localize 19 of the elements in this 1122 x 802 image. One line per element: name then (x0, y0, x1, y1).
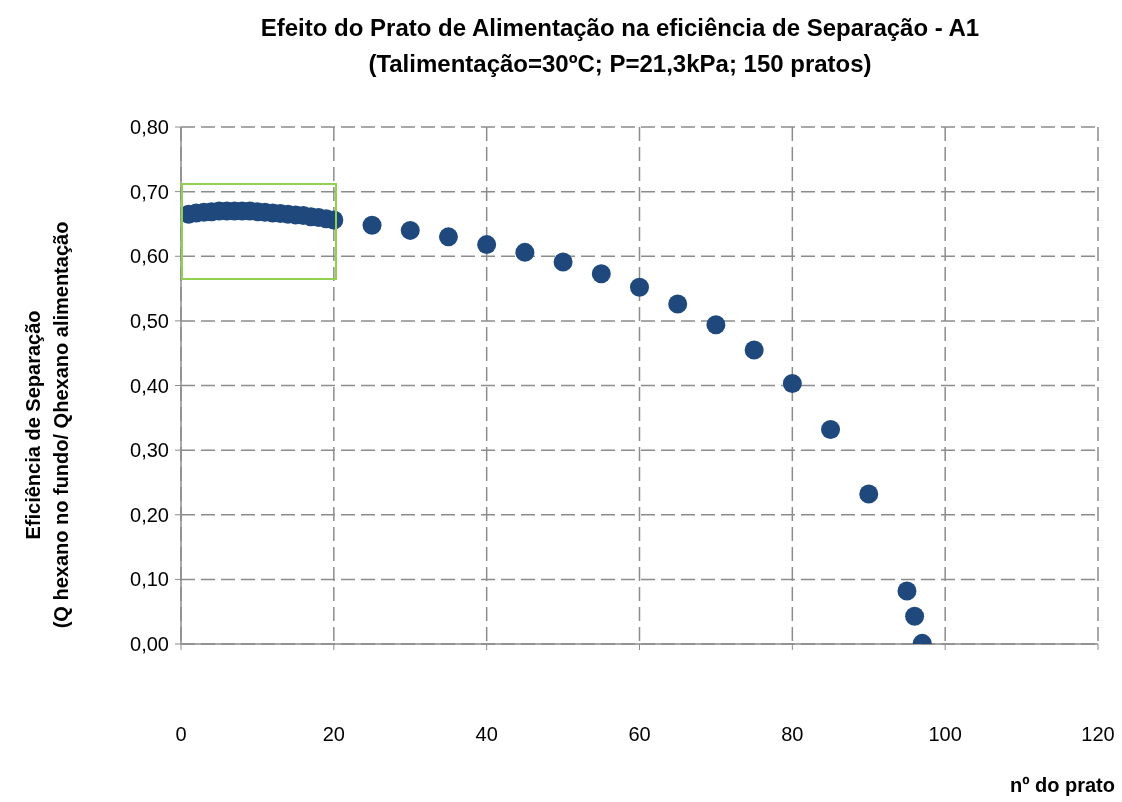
y-tick-label: 0,10 (130, 568, 169, 591)
x-axis-title: nº do prato (1009, 774, 1115, 796)
y-tick-label: 0,30 (130, 439, 169, 462)
y-tick-label: 0,40 (130, 374, 169, 397)
x-tick-label: 0 (174, 722, 188, 746)
y-tick-label: 0,20 (130, 503, 169, 526)
y-tick-label: 0,50 (130, 309, 169, 332)
x-tick-label: 20 (321, 722, 346, 746)
y-tick-label: 0,00 (130, 633, 169, 656)
x-tick-label: 60 (627, 722, 652, 746)
y-tick-label: 0,60 (130, 245, 169, 268)
y-tick-label: 0,70 (130, 180, 169, 203)
chart-title: Efeito do Prato de Alimentação na eficiência de Separação - A1 (Talimentação=30ºC; P=21,3kPa; 150 pratos) (259, 13, 981, 79)
x-tick-label: 80 (780, 722, 805, 746)
x-tick-label: 40 (474, 722, 499, 746)
x-tick-label: 100 (927, 722, 963, 746)
y-tick-label: 0,80 (130, 116, 169, 139)
y-axis-title: Eficiência de Separação (Q hexano no fundo/ Qhexano alimentação (22, 221, 72, 629)
x-tick-label: 120 (1080, 722, 1116, 746)
